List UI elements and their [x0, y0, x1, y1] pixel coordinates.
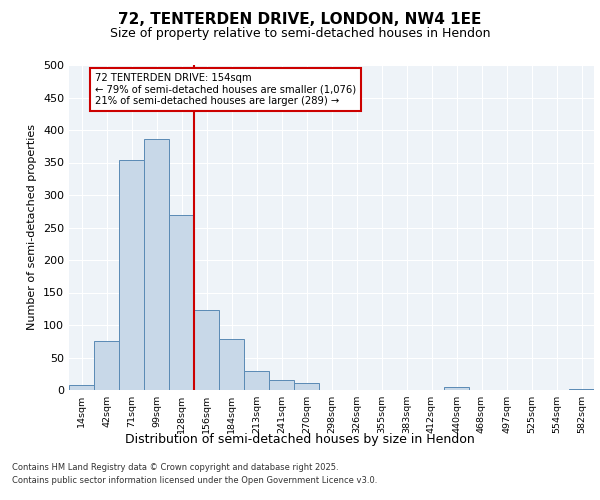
Bar	[219, 340, 244, 390]
Bar	[269, 380, 294, 390]
Bar	[119, 160, 144, 390]
Text: 72, TENTERDEN DRIVE, LONDON, NW4 1EE: 72, TENTERDEN DRIVE, LONDON, NW4 1EE	[118, 12, 482, 28]
Bar	[94, 340, 119, 390]
Bar	[194, 310, 219, 390]
Bar	[144, 139, 169, 390]
Y-axis label: Number of semi-detached properties: Number of semi-detached properties	[28, 124, 37, 330]
Text: Size of property relative to semi-detached houses in Hendon: Size of property relative to semi-detach…	[110, 28, 490, 40]
Bar	[169, 214, 194, 390]
Text: 72 TENTERDEN DRIVE: 154sqm
← 79% of semi-detached houses are smaller (1,076)
21%: 72 TENTERDEN DRIVE: 154sqm ← 79% of semi…	[95, 73, 356, 106]
Bar	[69, 385, 94, 390]
Text: Contains public sector information licensed under the Open Government Licence v3: Contains public sector information licen…	[12, 476, 377, 485]
Bar	[294, 383, 319, 390]
Text: Distribution of semi-detached houses by size in Hendon: Distribution of semi-detached houses by …	[125, 432, 475, 446]
Bar	[444, 387, 469, 390]
Bar	[569, 388, 594, 390]
Text: Contains HM Land Registry data © Crown copyright and database right 2025.: Contains HM Land Registry data © Crown c…	[12, 464, 338, 472]
Bar	[244, 370, 269, 390]
